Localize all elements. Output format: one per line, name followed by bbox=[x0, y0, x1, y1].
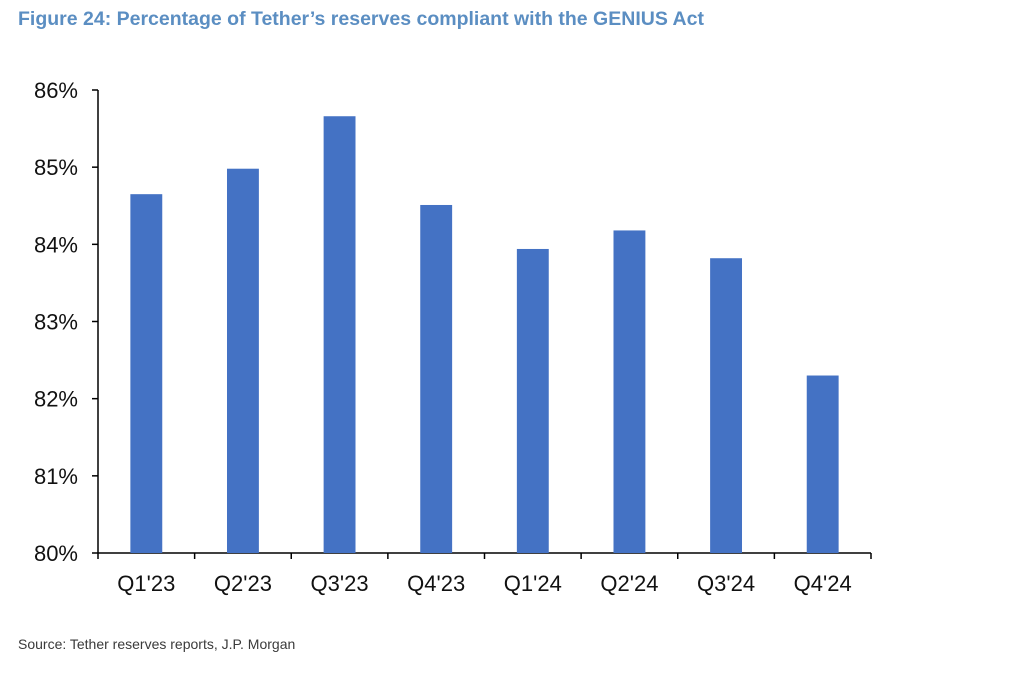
bars bbox=[130, 116, 839, 554]
bar bbox=[323, 116, 356, 553]
bar bbox=[710, 258, 743, 553]
y-tick-label: 80% bbox=[34, 541, 78, 566]
figure-title: Figure 24: Percentage of Tether’s reserv… bbox=[18, 8, 704, 30]
y-axis: 80% 81% 82% 83% 84% 85% 86% bbox=[34, 78, 99, 566]
x-axis: Q1'23 Q2'23 Q3'23 Q4'23 Q1'24 Q2'24 Q3'24 Q4'24 bbox=[97, 552, 872, 596]
y-tick-label: 81% bbox=[34, 464, 78, 489]
x-tick-label: Q3'23 bbox=[311, 571, 369, 596]
y-tick-label: 85% bbox=[34, 155, 78, 180]
x-tick-label: Q1'24 bbox=[504, 571, 562, 596]
y-tick-label: 86% bbox=[34, 78, 78, 103]
source-note: Source: Tether reserves reports, J.P. Mo… bbox=[18, 636, 296, 652]
y-tick-label: 84% bbox=[34, 232, 78, 257]
y-tick-label: 82% bbox=[34, 387, 78, 412]
bar bbox=[130, 194, 163, 554]
bar bbox=[516, 248, 549, 554]
x-tick-label: Q2'23 bbox=[214, 571, 272, 596]
bar bbox=[420, 204, 453, 553]
bar bbox=[613, 230, 646, 553]
bar bbox=[806, 375, 839, 553]
x-tick-label: Q4'24 bbox=[794, 571, 852, 596]
y-tick-label: 83% bbox=[34, 310, 78, 335]
x-tick-label: Q4'23 bbox=[407, 571, 465, 596]
x-tick-label: Q2'24 bbox=[600, 571, 658, 596]
bar bbox=[226, 168, 259, 553]
x-tick-label: Q1'23 bbox=[117, 571, 175, 596]
x-tick-label: Q3'24 bbox=[697, 571, 755, 596]
